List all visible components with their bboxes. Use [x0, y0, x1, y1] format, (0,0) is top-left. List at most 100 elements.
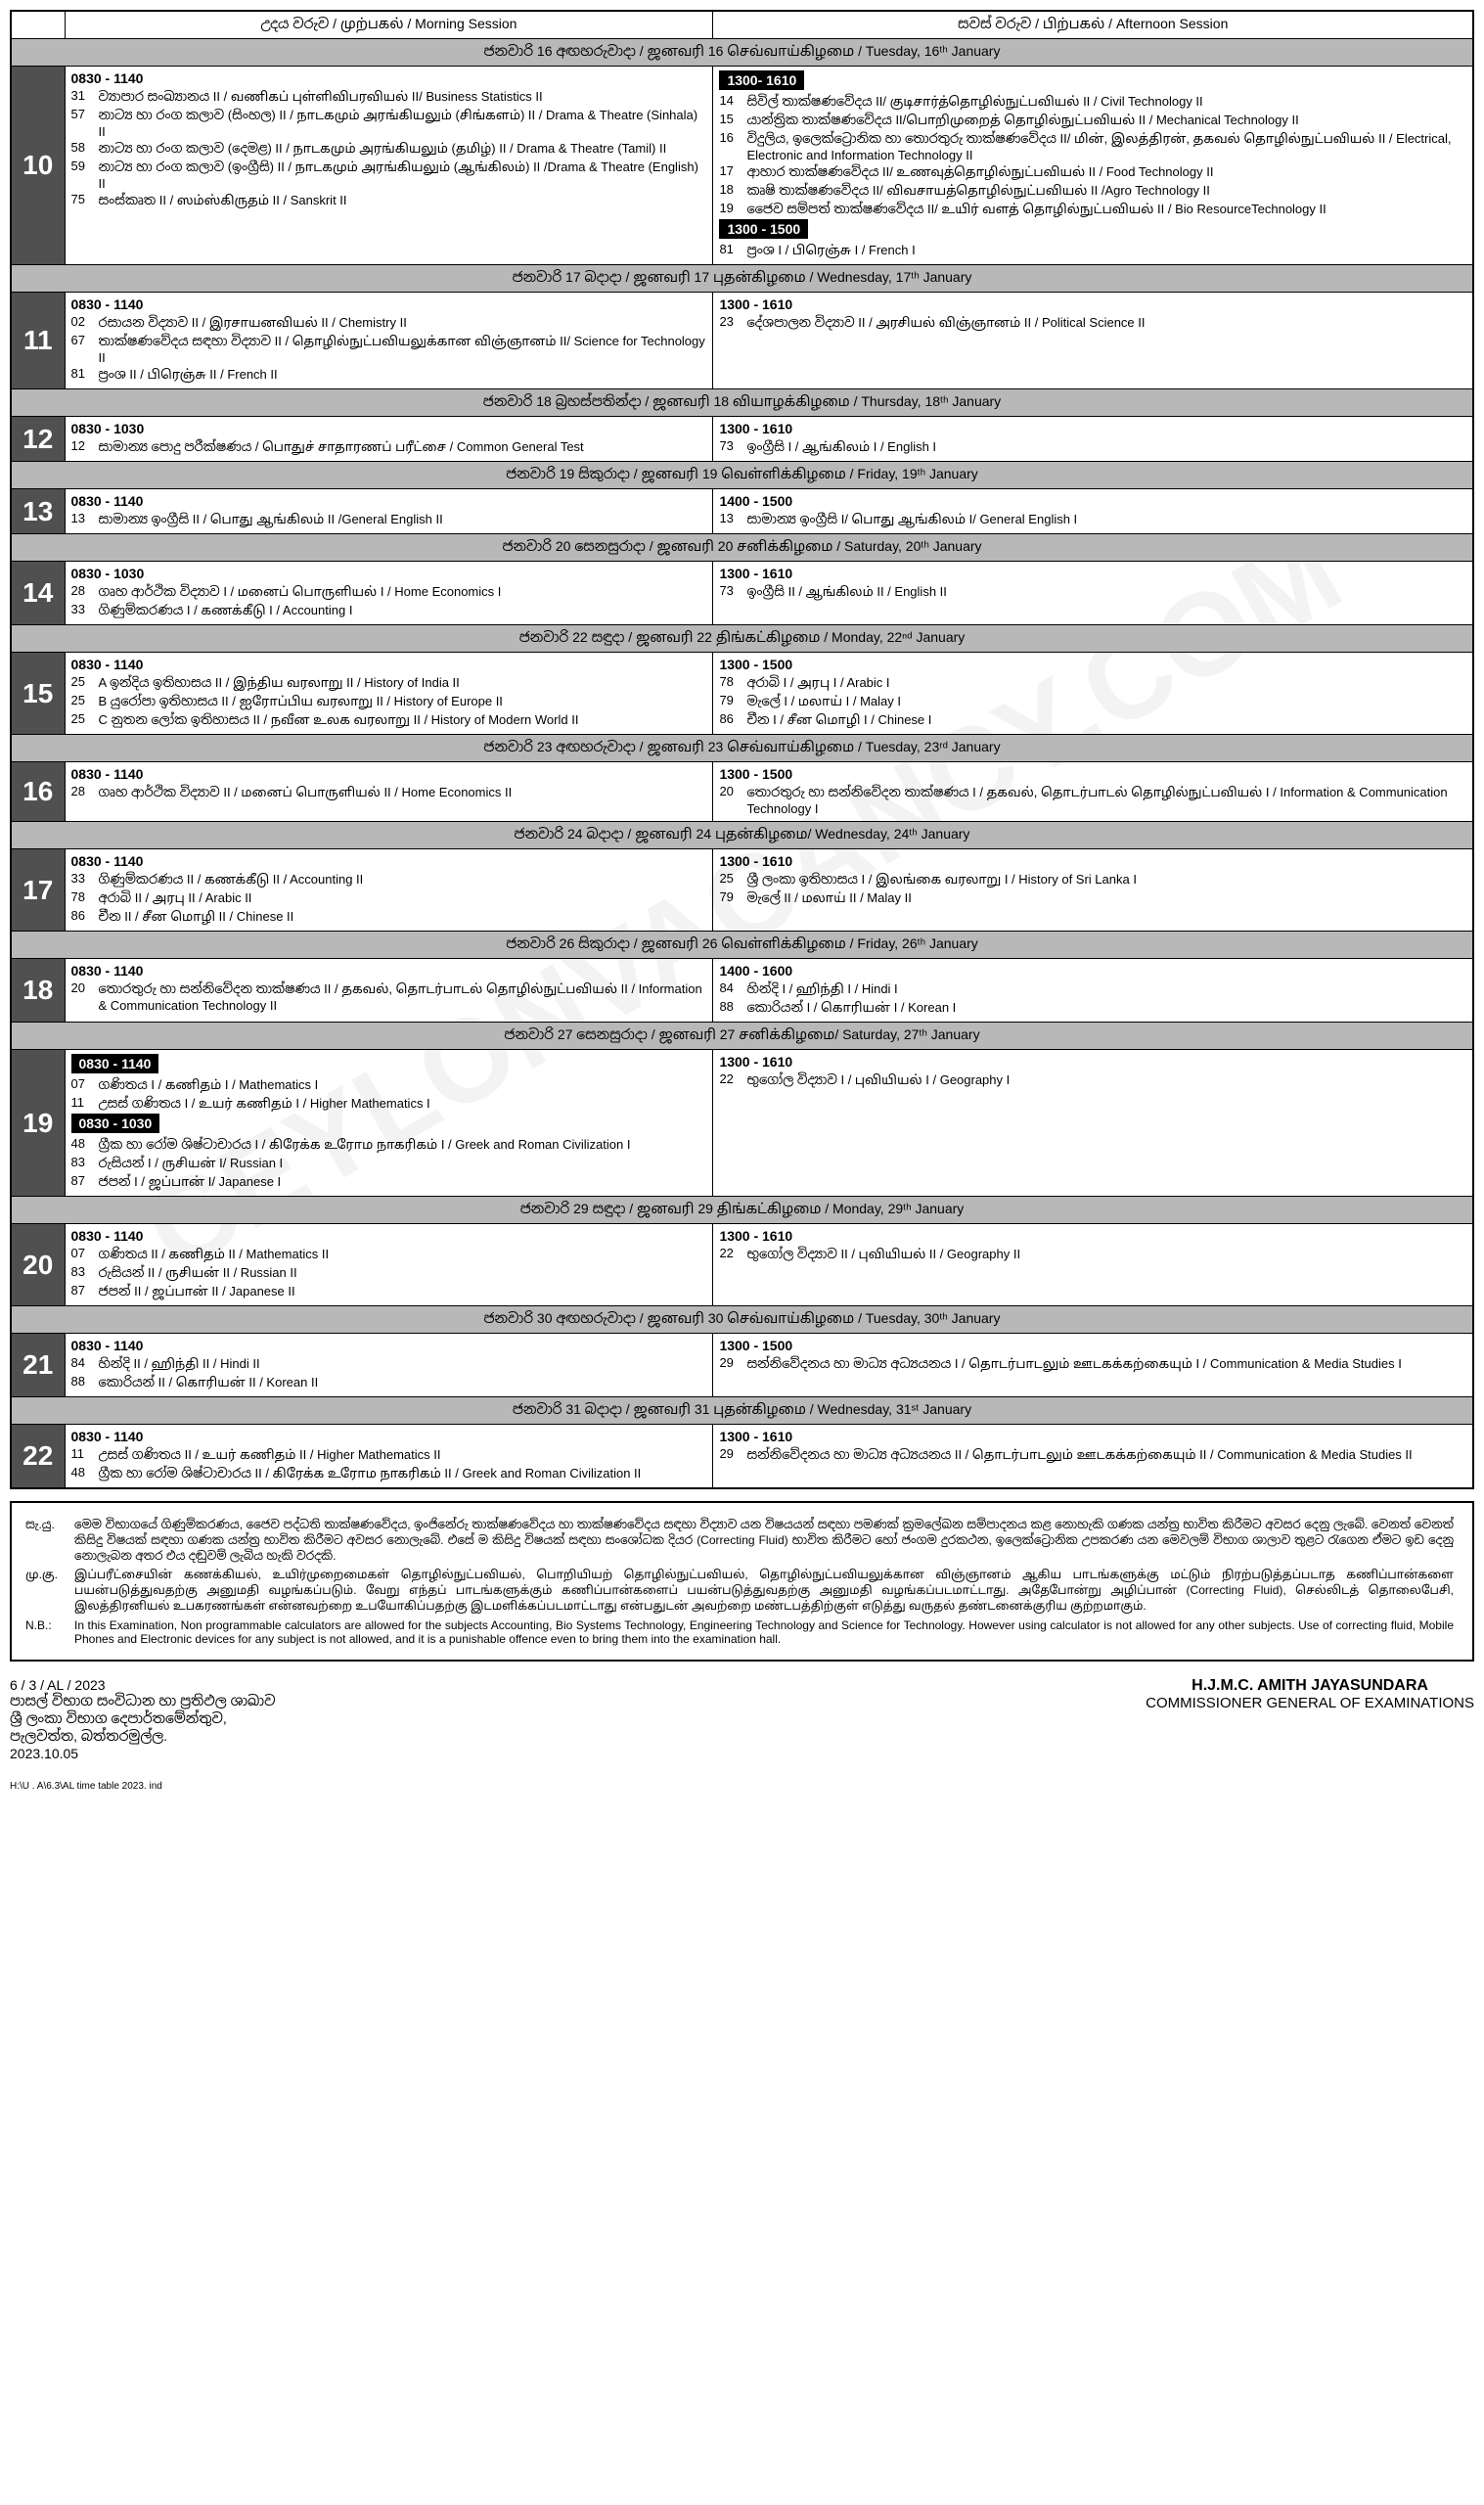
commissioner-name: H.J.M.C. AMITH JAYASUNDARA — [1146, 1677, 1474, 1695]
notes-box: සැ.යු.මෙම විභාගයේ ගිණුම්කරණය, ජෛව පද්ධති… — [10, 1501, 1474, 1662]
subject-row: 25A ඉන්දිය ඉතිහාසය II / இந்திய வரலாறு II… — [71, 674, 707, 692]
subject-row: 81ප්‍රංශ I / பிரெஞ்சு I / French I — [719, 242, 1466, 259]
subject-row: 14සිවිල් තාක්ෂණවේදය II/ குடிசார்த்தொழில்… — [719, 93, 1466, 111]
date-divider: ජනවාරි 30 අඟහරුවාදා / ஜனவரி 30 செவ்வாய்க… — [11, 1306, 1473, 1334]
afternoon-session: 1300 - 161073ඉංග්‍රීසි I / ஆங்கிலம் I / … — [713, 417, 1473, 462]
day-number: 16 — [11, 762, 65, 822]
afternoon-session: 1300- 161014සිවිල් තාක්ෂණවේදය II/ குடிசா… — [713, 67, 1473, 265]
footer-line: 2023.10.05 — [10, 1746, 275, 1761]
afternoon-session: 1400 - 150013සාමාන්‍ය ඉංග්‍රීසි I/ பொது … — [713, 489, 1473, 534]
subject-row: 84හින්දි II / ஹிந்தி II / Hindi II — [71, 1355, 707, 1373]
subject-row: 07ගණිතය I / கணிதம் I / Mathematics I — [71, 1076, 707, 1094]
footer-line: පාසල් විභාග සංවිධාන හා ප්‍රතිඵල ශාඛාව — [10, 1693, 275, 1710]
subject-row: 18කෘෂි තාක්ෂණවේදය II/ விவசாயத்தொழில்நுட்… — [719, 182, 1466, 200]
day-number: 22 — [11, 1425, 65, 1489]
date-divider: ජනවාරි 26 සිකුරාදා / ஜனவரி 26 வெள்ளிக்கி… — [11, 932, 1473, 959]
subject-row: 88කොරියන් II / கொரியன் II / Korean II — [71, 1374, 707, 1391]
subject-row: 84හින්දි I / ஹிந்தி I / Hindi I — [719, 980, 1466, 998]
subject-row: 25ශ්‍රී ලංකා ඉතිහාසය I / இலங்கை வரலாறு I… — [719, 871, 1466, 888]
morning-session: 0830 - 103012සාමාන්‍ය පොදු පරීක්ෂණය / பொ… — [65, 417, 713, 462]
date-divider: ජනවාරි 18 බ්‍රහස්පතින්දා / ஜனவரி 18 வியா… — [11, 389, 1473, 417]
afternoon-session: 1300 - 161022භුගෝල විද්‍යාව II / புவியிய… — [713, 1224, 1473, 1306]
subject-row: 86චීන I / சீன மொழி I / Chinese I — [719, 711, 1466, 729]
col-afternoon: සවස් වරුව / பிற்பகல் / Afternoon Session — [713, 11, 1473, 39]
subject-row: 48ග්‍රීක හා රෝම ශිෂ්ටාචාරය I / கிரேக்க உ… — [71, 1136, 707, 1154]
subject-row: 17ආහාර තාක්ෂණවේදය II/ உணவுத்தொழில்நுட்பவ… — [719, 163, 1466, 181]
subject-row: 86චීන II / சீன மொழி II / Chinese II — [71, 908, 707, 926]
subject-row: 79මැලේ I / மலாய் I / Malay I — [719, 693, 1466, 710]
commissioner-title: COMMISSIONER GENERAL OF EXAMINATIONS — [1146, 1695, 1474, 1711]
morning-session: 0830 - 114011උසස් ගණිතය II / உயர் கணிதம்… — [65, 1425, 713, 1489]
day-number: 11 — [11, 293, 65, 389]
exam-timetable: උදය වරුව / முற்பகல் / Morning Session සව… — [10, 10, 1474, 1489]
subject-row: 11උසස් ගණිතය II / உயர் கணிதம் II / Highe… — [71, 1446, 707, 1464]
day-number: 13 — [11, 489, 65, 534]
footer-line: පැලවත්ත, බත්තරමුල්ල. — [10, 1728, 275, 1746]
subject-row: 31ව්‍යාපාර සංඛ්‍යානය II / வணிகப் புள்ளிவ… — [71, 88, 707, 106]
afternoon-session: 1300 - 161022භුගෝල විද්‍යාව I / புவியியல… — [713, 1050, 1473, 1197]
subject-row: 07ගණිතය II / கணிதம் II / Mathematics II — [71, 1246, 707, 1263]
subject-row: 67තාක්ෂණවේදය සඳහා විද්‍යාව II / தொழில்நு… — [71, 333, 707, 365]
day-number: 21 — [11, 1334, 65, 1397]
afternoon-session: 1300 - 150078අරාබි I / அரபு I / Arabic I… — [713, 653, 1473, 735]
date-divider: ජනවාරි 29 සඳුදා / ஜனவரி 29 திங்கட்கிழமை … — [11, 1197, 1473, 1224]
subject-row: 78අරාබි I / அரபு I / Arabic I — [719, 674, 1466, 692]
subject-row: 88කොරියන් I / கொரியன் I / Korean I — [719, 999, 1466, 1017]
day-number: 12 — [11, 417, 65, 462]
date-divider: ජනවාරි 27 සෙනසුරාදා / ஜனவரி 27 சனிக்கிழம… — [11, 1023, 1473, 1050]
morning-session: 0830 - 114025A ඉන්දිය ඉතිහාසය II / இந்தி… — [65, 653, 713, 735]
date-divider: ජනවාරි 23 අඟහරුවාදා / ஜனவரி 23 செவ்வாய்க… — [11, 735, 1473, 762]
date-divider: ජනවාරි 31 බදාදා / ஜனவரி 31 புதன்கிழமை / … — [11, 1397, 1473, 1425]
subject-row: 23දේශපාලන විද්‍යාව II / அரசியல் விஞ்ஞானம… — [719, 314, 1466, 332]
subject-row: 48ග්‍රීක හා රෝම ශිෂ්ටාචාරය II / கிரேக்க … — [71, 1465, 707, 1482]
subject-row: 20තොරතුරු හා සන්නිවේදන තාක්ෂණය I / தகவல்… — [719, 784, 1466, 816]
subject-row: 22භුගෝල විද්‍යාව II / புவியியல் II / Geo… — [719, 1246, 1466, 1263]
subject-row: 25B යුරෝපා ඉතිහාසය II / ஐரோப்பிய வரலாறு … — [71, 693, 707, 710]
subject-row: 78අරාබි II / அரபு II / Arabic II — [71, 889, 707, 907]
col-morning: උදය වරුව / முற்பகல் / Morning Session — [65, 11, 713, 39]
subject-row: 25C නුතන ලෝක ඉතිහාසය II / நவீன உலக வரலாற… — [71, 711, 707, 729]
date-divider: ජනවාරි 16 අඟහරුවාදා / ஜனவரி 16 செவ்வாய்க… — [11, 39, 1473, 67]
subject-row: 29සන්නිවේදනය හා මාධ්‍ය අධ්‍යයනය I / தொடர… — [719, 1355, 1466, 1373]
subject-row: 28ගෘහ ආර්ථික විද්‍යාව II / மனைப் பொருளிய… — [71, 784, 707, 801]
date-divider: ජනවාරි 22 සඳුදා / ஜனவரி 22 திங்கட்கிழமை … — [11, 625, 1473, 653]
morning-session: 0830 - 114002රසායන විද්‍යාව II / இரசாயனவ… — [65, 293, 713, 389]
subject-row: 20තොරතුරු හා සන්නිවේදන තාක්ෂණය II / தகவல… — [71, 980, 707, 1013]
note-text: මෙම විභාගයේ ගිණුම්කරණය, ජෛව පද්ධති තාක්ෂ… — [74, 1517, 1454, 1564]
footer-line: ශ්‍රී ලංකා විභාග දෙපාර්තමේන්තුව, — [10, 1710, 275, 1728]
afternoon-session: 1300 - 150029සන්නිවේදනය හා මාධ්‍ය අධ්‍යය… — [713, 1334, 1473, 1397]
day-number: 15 — [11, 653, 65, 735]
note-label: සැ.යු. — [25, 1517, 74, 1532]
afternoon-session: 1300 - 161029සන්නිවේදනය හා මාධ්‍ය අධ්‍යය… — [713, 1425, 1473, 1489]
afternoon-session: 1300 - 150020තොරතුරු හා සන්නිවේදන තාක්ෂණ… — [713, 762, 1473, 822]
subject-row: 83රුසියන් II / ருசியன் II / Russian II — [71, 1264, 707, 1282]
morning-session: 0830 - 114007ගණිතය II / கணிதம் II / Math… — [65, 1224, 713, 1306]
subject-row: 33ගිණුම්කරණය II / கணக்கீடு II / Accounti… — [71, 871, 707, 888]
subject-row: 12සාමාන්‍ය පොදු පරීක්ෂණය / பொதுச் சாதாரண… — [71, 438, 707, 456]
morning-session: 0830 - 114020තොරතුරු හා සන්නිවේදන තාක්ෂණ… — [65, 959, 713, 1023]
day-number: 14 — [11, 562, 65, 625]
subject-row: 29සන්නිවේදනය හා මාධ්‍ය අධ්‍යයනය II / தொட… — [719, 1446, 1466, 1464]
subject-row: 79මැලේ II / மலாய் II / Malay II — [719, 889, 1466, 907]
date-divider: ජනවාරි 20 සෙනසුරාදා / ஜனவரி 20 சனிக்கிழம… — [11, 534, 1473, 562]
subject-row: 19ජෛව සම්පත් තාක්ෂණවේදය II/ உயிர் வளத் த… — [719, 201, 1466, 218]
note-text: In this Examination, Non programmable ca… — [74, 1618, 1454, 1646]
morning-session: 0830 - 114031ව්‍යාපාර සංඛ්‍යානය II / வணி… — [65, 67, 713, 265]
subject-row: 73ඉංග්‍රීසි I / ஆங்கிலம் I / English I — [719, 438, 1466, 456]
date-divider: ජනවාරි 19 සිකුරාදා / ஜனவரி 19 வெள்ளிக்கி… — [11, 462, 1473, 489]
footer-ref: 6 / 3 / AL / 2023 — [10, 1677, 275, 1693]
subject-row: 87ජපන් I / ஜப்பான் I/ Japanese I — [71, 1173, 707, 1191]
date-divider: ජනවාරි 24 බදාදා / ஜனவரி 24 புதன்கிழமை/ W… — [11, 822, 1473, 849]
morning-session: 0830 - 114028ගෘහ ආර්ථික විද්‍යාව II / மன… — [65, 762, 713, 822]
subject-row: 28ගෘහ ආර්ථික විද්‍යාව I / மனைப் பொருளியல… — [71, 583, 707, 601]
subject-row: 81ප්‍රංශ II / பிரெஞ்சு II / French II — [71, 366, 707, 384]
footer: 6 / 3 / AL / 2023 පාසල් විභාග සංවිධාන හා… — [10, 1677, 1474, 1761]
day-number: 19 — [11, 1050, 65, 1197]
subject-row: 73ඉංග්‍රීසි II / ஆங்கிலம் II / English I… — [719, 583, 1466, 601]
file-ref: H:\U . A\6.3\AL time table 2023. ind — [10, 1781, 1474, 1792]
note-label: மு.கு. — [25, 1568, 74, 1583]
morning-session: 0830 - 114007ගණිතය I / கணிதம் I / Mathem… — [65, 1050, 713, 1197]
morning-session: 0830 - 103028ගෘහ ආර්ථික විද්‍යාව I / மனை… — [65, 562, 713, 625]
date-divider: ජනවාරි 17 බදාදා / ஜனவரி 17 புதன்கிழமை / … — [11, 265, 1473, 293]
afternoon-session: 1300 - 161023දේශපාලන විද්‍යාව II / அரசிய… — [713, 293, 1473, 389]
